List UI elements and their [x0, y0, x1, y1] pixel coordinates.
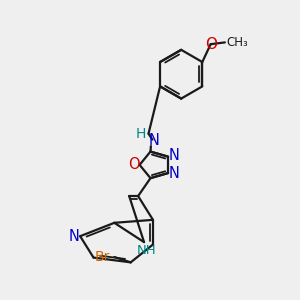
Text: N: N: [169, 166, 179, 181]
Text: O: O: [128, 158, 140, 172]
Text: H: H: [135, 127, 146, 141]
Text: N: N: [148, 133, 159, 148]
Text: O: O: [205, 37, 217, 52]
Text: Br: Br: [94, 250, 110, 264]
Text: NH: NH: [137, 244, 157, 257]
Text: CH₃: CH₃: [226, 36, 248, 49]
Text: N: N: [68, 229, 79, 244]
Text: N: N: [169, 148, 179, 163]
